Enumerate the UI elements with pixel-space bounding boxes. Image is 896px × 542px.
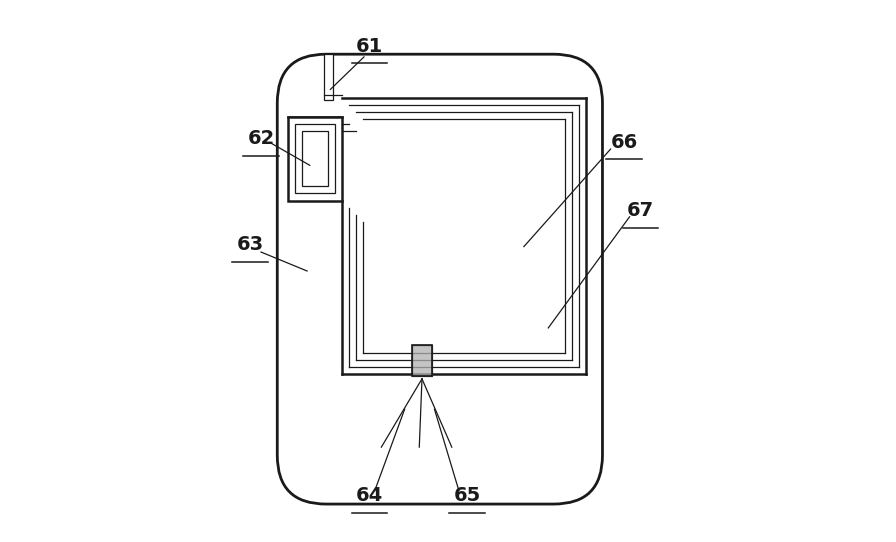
Bar [411,345,432,376]
Text: 63: 63 [237,235,263,255]
Bar [289,117,342,201]
Bar [411,345,432,376]
Bar [302,131,328,186]
Text: 62: 62 [247,128,275,148]
Text: 66: 66 [610,132,638,152]
FancyBboxPatch shape [277,54,602,504]
Bar [323,54,333,100]
Text: 64: 64 [356,486,383,506]
Text: 61: 61 [356,36,383,56]
Text: 67: 67 [627,201,654,220]
Bar [295,124,335,193]
Text: 65: 65 [453,486,480,506]
